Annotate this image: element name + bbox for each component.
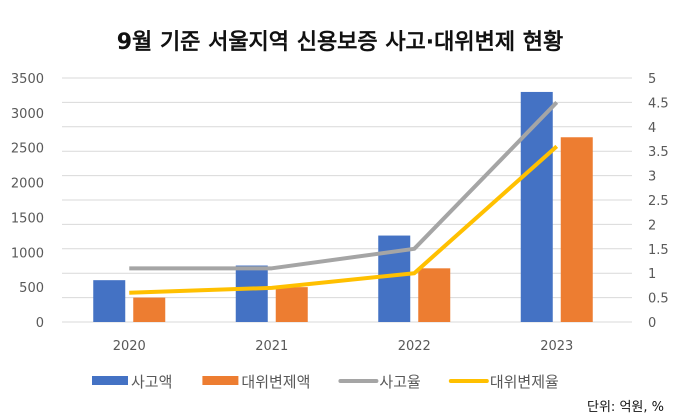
- right-tick-label: 1.5: [648, 243, 669, 258]
- bar-사고액: [520, 91, 553, 322]
- bar-대위변제액: [275, 287, 308, 322]
- line-사고율: [129, 101, 559, 271]
- bar-사고액: [235, 265, 268, 322]
- left-tick-label: 3000: [11, 107, 44, 122]
- x-tick-label: 2023: [540, 339, 573, 354]
- right-tick-label: 1: [648, 267, 656, 282]
- legend-swatch: [202, 376, 239, 385]
- right-tick-label: 5: [648, 72, 656, 87]
- x-tick-label: 2020: [113, 339, 146, 354]
- right-tick-label: 3: [648, 170, 656, 185]
- unit-note: 단위: 억원, %: [587, 400, 664, 415]
- bar-사고액: [93, 280, 126, 322]
- left-tick-label: 0: [36, 316, 44, 331]
- left-tick-label: 500: [19, 281, 44, 296]
- left-tick-label: 1000: [11, 246, 44, 261]
- bar-대위변제액: [560, 137, 593, 322]
- legend-swatch: [92, 376, 128, 385]
- right-tick-label: 2: [648, 218, 656, 233]
- legend-label: 사고율: [379, 373, 420, 391]
- right-tick-label: 3.5: [648, 145, 669, 160]
- bar-대위변제액: [133, 297, 166, 322]
- legend-label: 사고액: [131, 373, 172, 391]
- x-tick-label: 2021: [255, 339, 288, 354]
- line-대위변제율: [129, 144, 559, 295]
- legend-label: 대위변제액: [241, 373, 310, 391]
- right-tick-label: 2.5: [648, 194, 669, 209]
- right-tick-label: 0: [648, 316, 656, 331]
- bar-대위변제액: [418, 268, 451, 322]
- chart-title: 9월 기준 서울지역 신용보증 사고·대위변제 현황: [116, 30, 564, 55]
- left-tick-label: 2000: [11, 177, 44, 192]
- right-tick-label: 0.5: [648, 292, 669, 307]
- right-tick-label: 4.5: [648, 96, 669, 111]
- left-tick-label: 1500: [11, 211, 44, 226]
- legend-label: 대위변제율: [490, 373, 559, 391]
- right-tick-label: 4: [648, 121, 656, 136]
- left-tick-label: 3500: [11, 72, 44, 87]
- x-tick-label: 2022: [398, 339, 431, 354]
- left-tick-label: 2500: [11, 142, 44, 157]
